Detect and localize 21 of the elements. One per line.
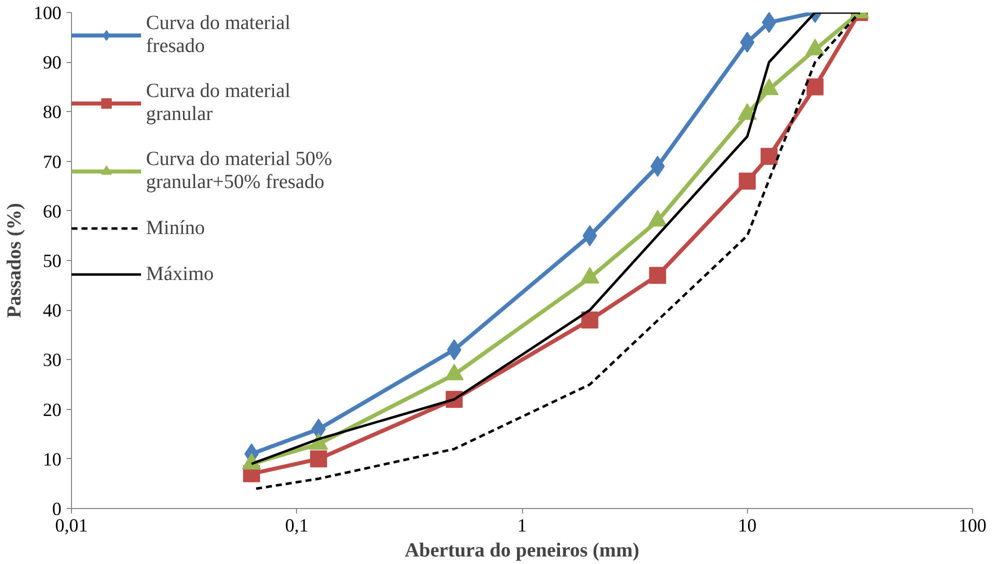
legend-label: Curva do material fresado <box>146 12 290 58</box>
y-tick-label: 80 <box>42 102 62 124</box>
y-tick-label: 30 <box>42 350 62 372</box>
x-tick-label: 100 <box>958 516 986 536</box>
y-tick-label: 70 <box>42 152 62 173</box>
y-tick-label: 100 <box>34 3 62 24</box>
legend-label: Curva do material granular <box>146 80 290 126</box>
y-tick-label: 10 <box>42 449 62 470</box>
y-tick-label: 20 <box>42 400 62 421</box>
legend-label: Miníno <box>146 216 205 240</box>
y-axis-title: Passados (%) <box>4 202 26 318</box>
y-tick-label: 50 <box>42 251 62 272</box>
y-tick-label: 90 <box>42 52 62 74</box>
x-tick-label: 1 <box>517 516 527 536</box>
legend-label: Curva do material 50% granular+50% fresado <box>146 148 332 194</box>
x-tick-label: 10 <box>738 516 757 536</box>
x-tick-label: 0,1 <box>285 516 308 536</box>
x-axis-title: Abertura do peneiros (mm) <box>404 540 640 562</box>
y-tick-label: 60 <box>42 201 62 222</box>
legend-label: Máximo <box>146 262 214 286</box>
y-tick-label: 40 <box>42 300 62 322</box>
